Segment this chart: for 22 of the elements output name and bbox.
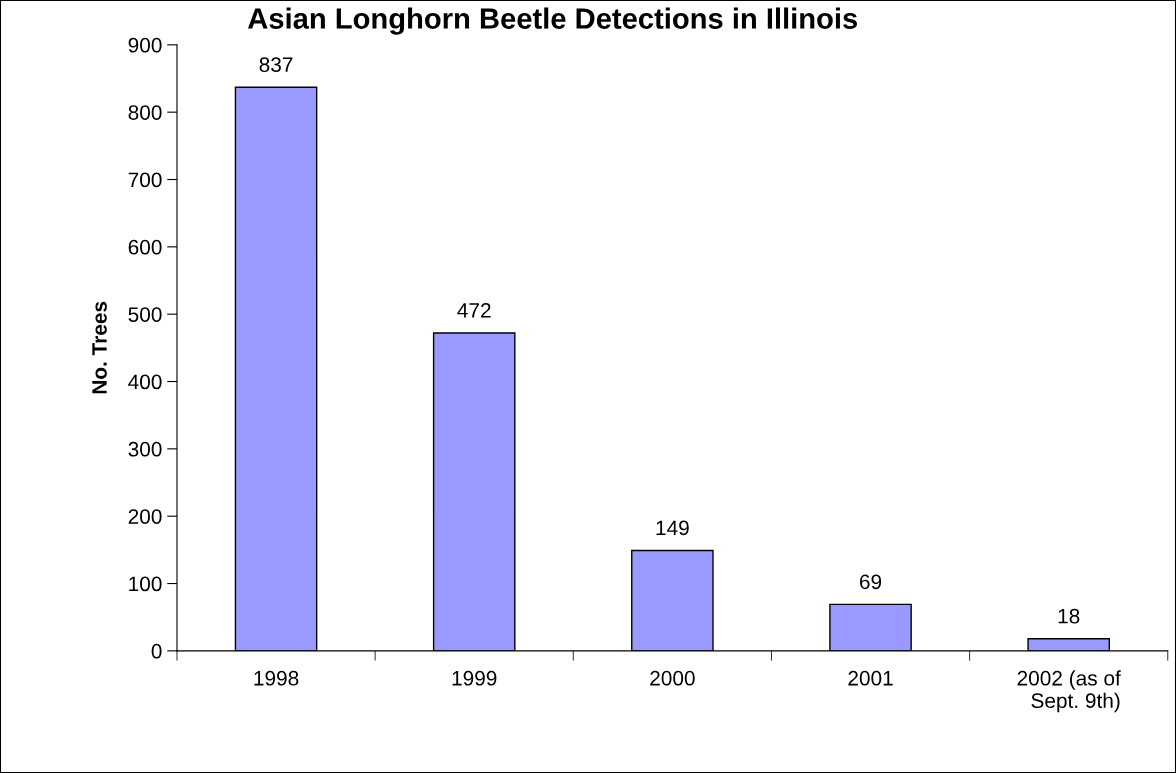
chart-title: Asian Longhorn Beetle Detections in Illinois xyxy=(247,7,858,35)
data-label: 69 xyxy=(860,574,882,590)
y-tick-label: 600 xyxy=(128,239,162,255)
data-label: 837 xyxy=(259,57,293,73)
x-tick-label: 2002 (as of Sept. 9th) xyxy=(1017,670,1121,713)
y-tick-label: 700 xyxy=(128,172,162,188)
data-label: 149 xyxy=(656,520,689,536)
y-tick-label: 800 xyxy=(128,105,162,120)
x-tick-label: 1998 xyxy=(254,670,299,686)
data-label: 18 xyxy=(1058,608,1080,624)
y-tick-label: 400 xyxy=(128,374,162,390)
y-tick-label: 900 xyxy=(128,37,162,53)
y-tick-label: 100 xyxy=(129,576,162,592)
y-tick-label: 500 xyxy=(128,307,162,322)
y-axis-title: No. Trees xyxy=(92,301,107,394)
x-tick-label: 2001 xyxy=(848,670,893,686)
data-label: 472 xyxy=(457,303,491,318)
x-tick-label: 1999 xyxy=(452,670,497,686)
y-tick-label: 300 xyxy=(128,441,162,457)
x-tick-label: 2000 xyxy=(650,670,695,686)
y-tick-label: 200 xyxy=(128,509,162,524)
y-tick-label: 0 xyxy=(151,643,162,659)
